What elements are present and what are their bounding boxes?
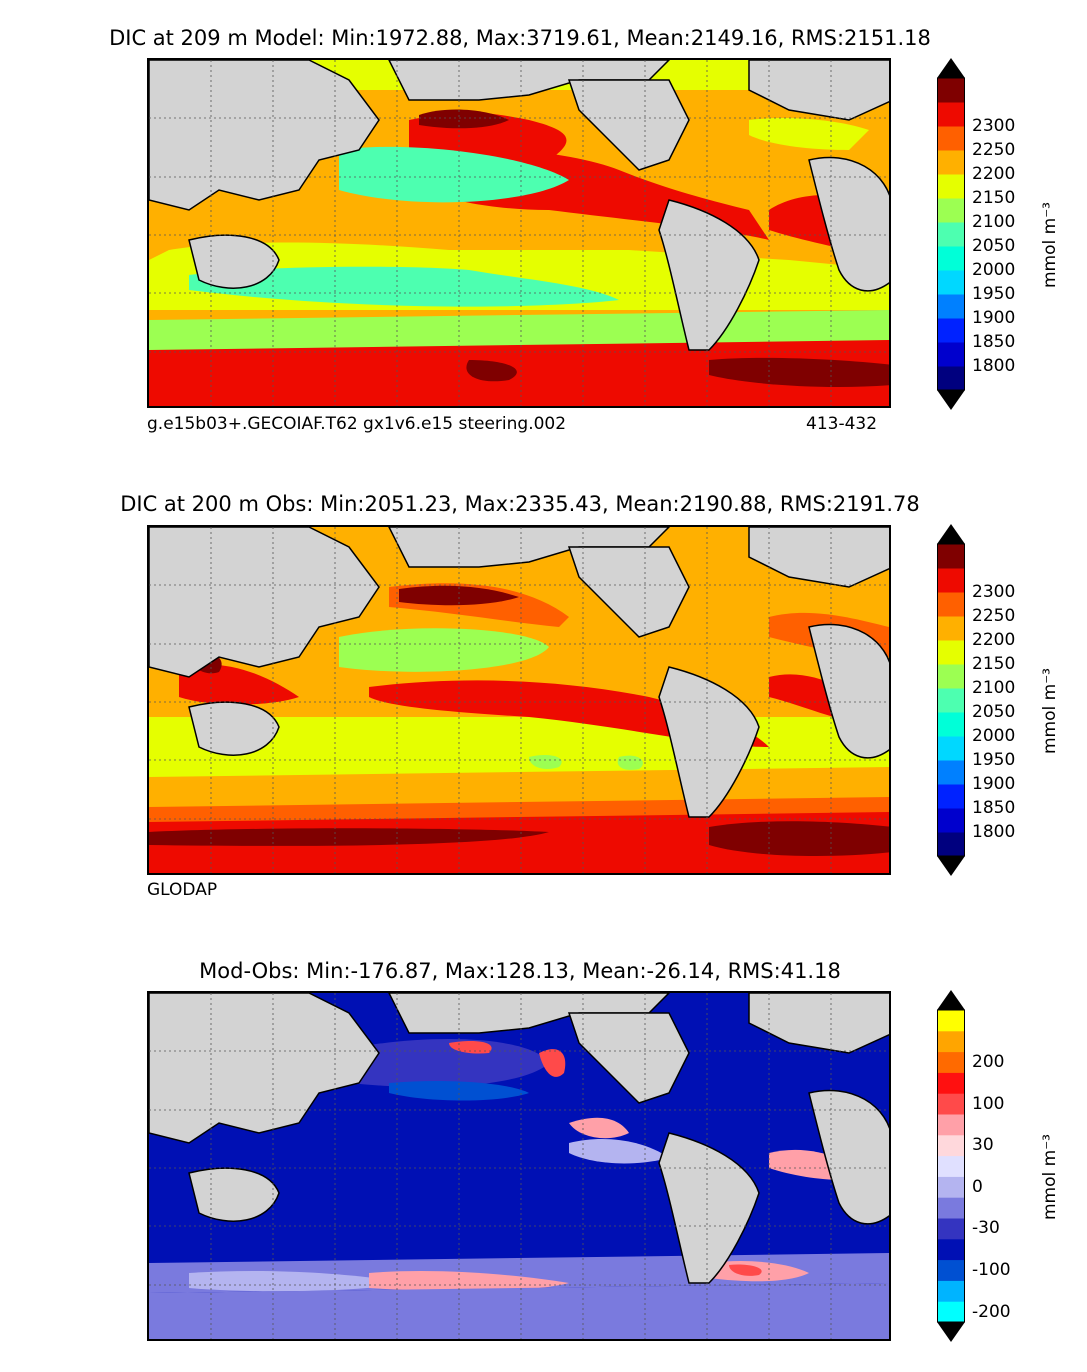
colorbar-segment [937,760,965,785]
colorbar-tick-label: 100 [972,1093,1005,1114]
colorbar-segment [937,616,965,641]
colorbar-segment [937,366,965,391]
colorbar-segment [937,1072,965,1094]
colorbar-tick-label: 2250 [972,140,1016,160]
colorbar-over-arrow [937,990,965,1010]
colorbar-segment [937,78,965,103]
colorbar-segment [937,1155,965,1177]
colorbar-tick-label: -30 [972,1218,1000,1239]
colorbar-segment [937,126,965,151]
colorbar-segment [937,1030,965,1053]
colorbar-segment [937,1176,965,1198]
colorbar-tick-label: 200 [972,1052,1005,1072]
colorbar-tick-label: 2200 [972,164,1016,184]
colorbar-tick-label: 1800 [972,356,1016,376]
model-colorbar [937,58,965,410]
colorbar-segment [937,222,965,247]
colorbar-segment [937,784,965,809]
colorbar-tick-label: 1850 [972,332,1016,352]
colorbar-segment [937,688,965,713]
colorbar-tick-label: 1950 [972,750,1016,770]
colorbar-segment [937,246,965,271]
colorbar-tick-label: 2250 [972,606,1016,626]
colorbar-segment [937,1134,965,1157]
colorbar-over-arrow [937,524,965,544]
colorbar-tick-label: 1800 [972,822,1016,842]
colorbar-segment [937,102,965,127]
colorbar-segment [937,270,965,295]
obs-colorbar [937,524,965,876]
colorbar-segment [937,544,965,569]
colorbar-segment [937,1218,965,1240]
obs-map-plot [149,527,889,873]
model-map-plot [149,60,889,406]
colorbar-tick-label: 2000 [972,260,1016,280]
colorbar-segment [937,640,965,665]
colorbar-tick-label: 0 [972,1176,983,1197]
diff-colorbar [937,990,965,1342]
diff-map [147,991,891,1341]
colorbar-segment [937,1238,965,1261]
diff-colorbar-unit: mmol m⁻³ [1040,1134,1060,1220]
colorbar-tick-label: 2300 [972,116,1016,136]
colorbar-over-arrow [937,58,965,78]
obs-caption-left: GLODAP [147,880,218,900]
obs-panel: DIC at 200 m Obs: Min:2051.23, Max:2335.… [120,492,1060,900]
diff-map-plot [149,993,889,1339]
model-caption-right: 413-432 [806,414,878,434]
colorbar-tick-label: 30 [972,1135,994,1156]
colorbar-tick-label: 2300 [972,582,1016,602]
colorbar-tick-label: 2050 [972,702,1016,722]
colorbar-tick-label: 1850 [972,798,1016,818]
colorbar-tick-label: 2100 [972,678,1016,698]
colorbar-segment [937,568,965,593]
colorbar-segment [937,1197,965,1219]
colorbar-segment [937,174,965,199]
obs-panel-title: DIC at 200 m Obs: Min:2051.23, Max:2335.… [120,492,920,516]
diff-panel-title: Mod-Obs: Min:-176.87, Max:128.13, Mean:-… [199,959,841,983]
colorbar-segment [937,150,965,175]
model-panel-title: DIC at 209 m Model: Min:1972.88, Max:371… [109,26,931,50]
model-map [147,58,891,408]
colorbar-segment [937,318,965,343]
colorbar-segment [937,1114,965,1136]
colorbar-under-arrow [937,390,965,410]
model-panel: DIC at 209 m Model: Min:1972.88, Max:371… [0,0,1087,460]
colorbar-tick-label: 2150 [972,188,1016,208]
colorbar-tick-label: -200 [972,1301,1011,1322]
colorbar-tick-label: -100 [972,1260,1011,1280]
colorbar-tick-label: 1950 [972,284,1016,304]
colorbar-tick-label: 2050 [972,236,1016,256]
colorbar-segment [937,1051,965,1073]
colorbar-under-arrow [937,856,965,876]
colorbar-segment [937,342,965,367]
colorbar-segment [937,294,965,319]
colorbar-segment [937,592,965,617]
colorbar-segment [937,1259,965,1281]
colorbar-segment [937,198,965,223]
colorbar-under-arrow [937,1322,965,1342]
obs-map [147,525,891,875]
colorbar-segment [937,1301,965,1323]
colorbar-segment [937,1010,965,1032]
colorbar-segment [937,712,965,737]
model-caption-left: g.e15b03+.GECOIAF.T62 gx1v6.e15 steering… [147,414,567,434]
colorbar-tick-label: 2200 [972,630,1016,650]
colorbar-tick-label: 1900 [972,774,1016,794]
colorbar-segment [937,736,965,761]
colorbar-segment [937,808,965,833]
colorbar-segment [937,664,965,689]
colorbar-segment [937,1093,965,1115]
colorbar-tick-label: 2150 [972,654,1016,674]
colorbar-tick-label: 2100 [972,212,1016,232]
colorbar-segment [937,1280,965,1302]
colorbar-tick-label: 1900 [972,308,1016,328]
colorbar-segment [937,832,965,857]
colorbar-tick-label: 2000 [972,726,1016,746]
